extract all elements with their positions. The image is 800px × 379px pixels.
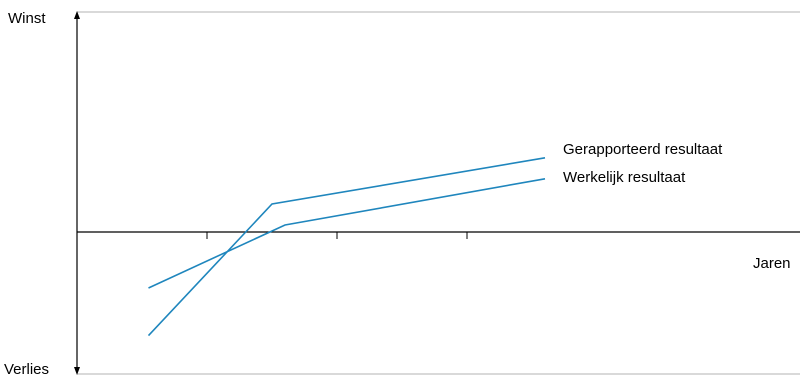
series-line-gerapporteerd: [147, 157, 546, 337]
series-label-gerapporteerd: Gerapporteerd resultaat: [563, 141, 723, 158]
y-axis-label-bottom: Verlies: [4, 361, 49, 378]
y-axis-label-top: Winst: [8, 10, 46, 27]
series-label-werkelijk: Werkelijk resultaat: [563, 169, 686, 186]
x-axis-label: Jaren: [753, 255, 791, 272]
y-axis-arrow-down: [74, 367, 80, 375]
y-axis-arrow-up: [74, 11, 80, 19]
series-line-werkelijk: [148, 178, 546, 289]
x-axis-ticks: [206, 232, 468, 239]
series-layer: [147, 157, 546, 337]
